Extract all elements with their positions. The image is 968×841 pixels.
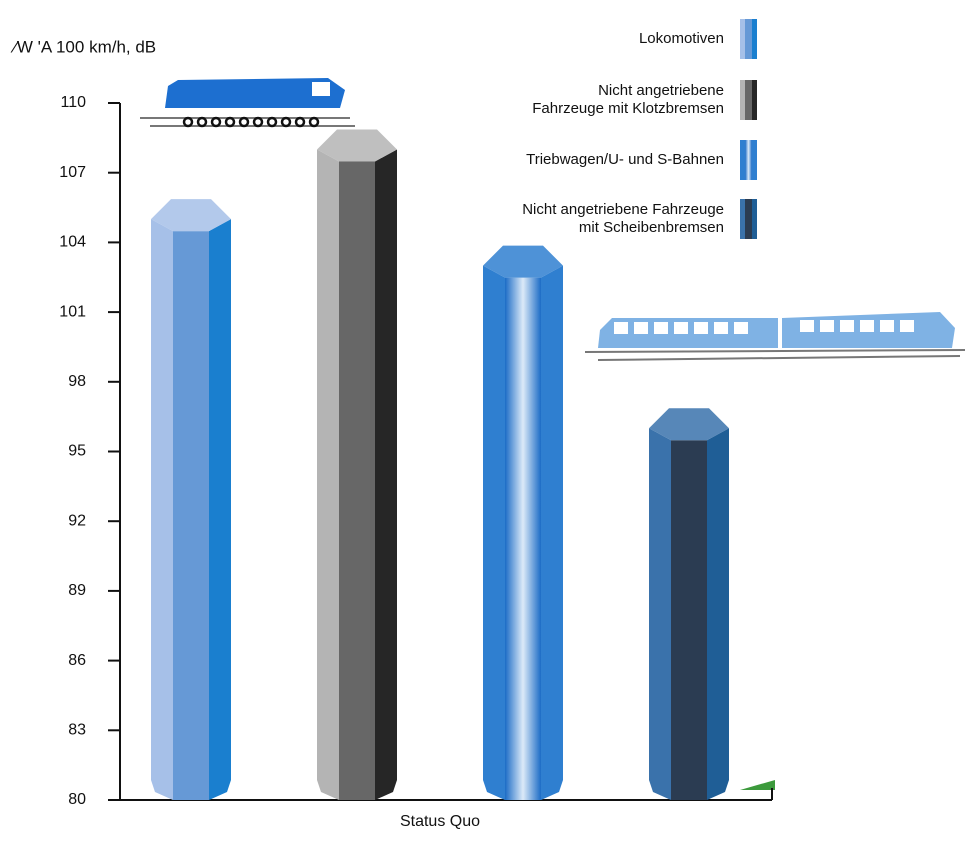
bar-front — [671, 440, 707, 800]
bar-right — [375, 149, 397, 800]
y-tick-label: 80 — [68, 791, 86, 808]
y-tick-label: 92 — [68, 512, 86, 529]
bar-cap — [317, 129, 397, 162]
bar-front — [339, 161, 375, 800]
locomotive-icon — [140, 78, 355, 128]
y-tick-label: 107 — [59, 164, 86, 181]
legend-label: Nicht angetriebene Fahrzeuge mit Klotzbr… — [532, 82, 724, 117]
legend-swatch-mid — [745, 199, 752, 239]
y-tick-label: 95 — [68, 443, 86, 460]
y-tick-label: 86 — [68, 652, 86, 669]
y-tick-label: 89 — [68, 582, 86, 599]
legend-swatch-left — [740, 19, 745, 59]
legend-swatch-left — [740, 80, 745, 120]
bar-cap — [151, 199, 231, 232]
bar-right — [707, 428, 729, 800]
legend-swatch-mid — [745, 19, 752, 59]
y-tick-label: 83 — [68, 722, 86, 739]
bar — [483, 245, 563, 801]
bar-left — [151, 219, 173, 800]
bar-left — [317, 149, 339, 800]
corner-mark — [740, 780, 775, 790]
bar-left — [483, 265, 505, 801]
bar-front — [505, 277, 541, 801]
y-tick-label: 110 — [60, 94, 86, 111]
legend-swatch-right — [752, 19, 757, 59]
legend-label: Triebwagen/U- und S-Bahnen — [526, 151, 724, 168]
legend-swatch-left — [740, 199, 745, 239]
y-tick-label: 98 — [68, 373, 86, 390]
bar — [649, 408, 729, 800]
legend-swatch-right — [752, 80, 757, 120]
legend-swatch-mid — [745, 140, 752, 180]
legend-label: Nicht angetriebene Fahrzeuge mit Scheibe… — [522, 201, 724, 236]
bar-left — [649, 428, 671, 800]
y-tick-label: 104 — [59, 234, 86, 251]
x-tick-label: Status Quo — [400, 813, 480, 830]
bar — [317, 129, 397, 800]
y-tick-label: 101 — [59, 303, 86, 320]
bar-front — [173, 231, 209, 800]
bar-right — [209, 219, 231, 800]
legend-swatch-right — [752, 199, 757, 239]
bar-right — [541, 265, 563, 801]
legend-label: Lokomotiven — [638, 30, 724, 47]
bar-cap — [649, 408, 729, 441]
legend-swatch-mid — [745, 80, 752, 120]
y-axis-label: ⁄W 'A 100 km/h, dB — [10, 37, 156, 56]
legend-swatch-right — [752, 140, 757, 180]
legend-swatch-left — [740, 140, 745, 180]
train-icon — [584, 312, 966, 361]
bar-cap — [483, 245, 563, 278]
bar — [151, 199, 231, 800]
